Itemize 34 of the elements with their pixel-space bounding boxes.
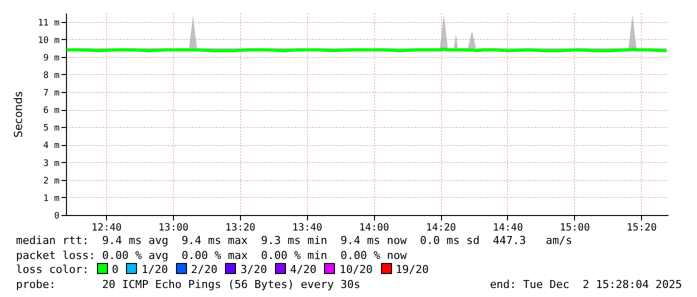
x-tick-label: 14:00 [359,222,390,234]
y-tick-label: 7 m [43,88,60,99]
x-tick-label: 13:40 [292,222,322,234]
text: end: Tue Dec 2 15:28:04 2025 [490,278,682,292]
legend-label: 19/20 [396,263,429,276]
x-tick-label: 12:40 [92,222,122,234]
x-tick-label: 14:40 [492,222,523,234]
y-tick-label: 9 m [43,53,60,64]
y-tick-label: 8 m [43,70,60,81]
text: packet loss: 0.00 % avg 0.00 % max 0.00 % min 0.00 % now [16,248,408,263]
y-tick-label: 6 m [43,106,60,116]
x-tick-label: 13:00 [158,222,189,234]
legend-label: 3/20 [240,263,267,276]
y-tick-label: 3 m [43,158,60,169]
y-tick-label: 11 m [38,18,60,28]
legend-label: 2/20 [190,263,218,276]
text: median rtt: 9.4 ms avg 9.4 ms max 9.3 ms min 9.4 ms now 0.0 ms sd 447.3 am/s [16,234,574,248]
legend-label: 0 [112,263,118,276]
legend-label: 4/20 [290,263,316,276]
x-tick-label: 15:20 [626,222,657,234]
x-tick-label: 13:20 [225,222,256,234]
x-tick-label: 14:20 [426,222,456,234]
y-tick-label: 5 m [43,124,60,134]
legend-title: loss color: [16,263,89,276]
legend-label: 1/20 [141,263,168,276]
text: probe: 20 ICMP Echo Pings (56 Bytes) every 30s [16,278,360,290]
legend-label: 10/20 [339,263,373,276]
y-tick-label: 1 m [43,194,60,204]
y-tick-label: 10 m [38,36,60,46]
y-tick-label: 0 [54,212,60,222]
y-axis-title: Seconds [12,91,25,138]
y-tick-label: 4 m [43,141,60,152]
x-tick-label: 15:00 [560,222,590,234]
y-tick-label: 2 m [43,176,60,186]
